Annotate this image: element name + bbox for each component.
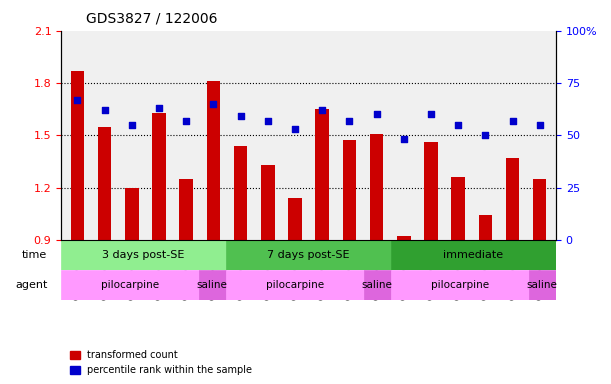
Bar: [226, 240, 391, 270]
Bar: [98, 127, 111, 240]
Point: [399, 136, 409, 142]
Bar: [424, 142, 437, 240]
Bar: [452, 177, 465, 240]
Bar: [71, 71, 84, 240]
Bar: [288, 198, 302, 240]
Text: saline: saline: [362, 280, 393, 290]
Point: [480, 132, 490, 138]
Bar: [207, 81, 220, 240]
Bar: [506, 158, 519, 240]
Bar: [315, 109, 329, 240]
Bar: [478, 215, 492, 240]
Point: [453, 122, 463, 128]
Bar: [61, 240, 226, 270]
Bar: [234, 146, 247, 240]
Bar: [370, 134, 383, 240]
Text: pilocarpine: pilocarpine: [266, 280, 324, 290]
Point: [345, 118, 354, 124]
Text: saline: saline: [197, 280, 228, 290]
Point: [317, 107, 327, 113]
Point: [236, 113, 246, 119]
Point: [181, 118, 191, 124]
Bar: [529, 270, 556, 300]
Text: 3 days post-SE: 3 days post-SE: [103, 250, 185, 260]
Point: [100, 107, 109, 113]
Text: agent: agent: [15, 280, 48, 290]
Bar: [533, 179, 546, 240]
Bar: [343, 141, 356, 240]
Point: [535, 122, 544, 128]
Point: [371, 111, 381, 118]
Text: pilocarpine: pilocarpine: [101, 280, 159, 290]
Bar: [391, 270, 529, 300]
Point: [426, 111, 436, 118]
Point: [208, 101, 218, 107]
Bar: [199, 270, 226, 300]
Point: [263, 118, 273, 124]
Text: immediate: immediate: [444, 250, 503, 260]
Point: [154, 105, 164, 111]
Bar: [125, 187, 139, 240]
Bar: [391, 240, 556, 270]
Bar: [226, 270, 364, 300]
Bar: [180, 179, 193, 240]
Text: GDS3827 / 122006: GDS3827 / 122006: [86, 12, 218, 25]
Text: pilocarpine: pilocarpine: [431, 280, 489, 290]
Point: [73, 97, 82, 103]
Point: [127, 122, 137, 128]
Bar: [152, 113, 166, 240]
Bar: [61, 270, 199, 300]
Bar: [397, 236, 411, 240]
Text: time: time: [22, 250, 48, 260]
Legend: transformed count, percentile rank within the sample: transformed count, percentile rank withi…: [66, 346, 256, 379]
Text: 7 days post-SE: 7 days post-SE: [267, 250, 350, 260]
Bar: [364, 270, 391, 300]
Point: [508, 118, 518, 124]
Bar: [261, 165, 274, 240]
Text: saline: saline: [527, 280, 558, 290]
Point: [290, 126, 300, 132]
